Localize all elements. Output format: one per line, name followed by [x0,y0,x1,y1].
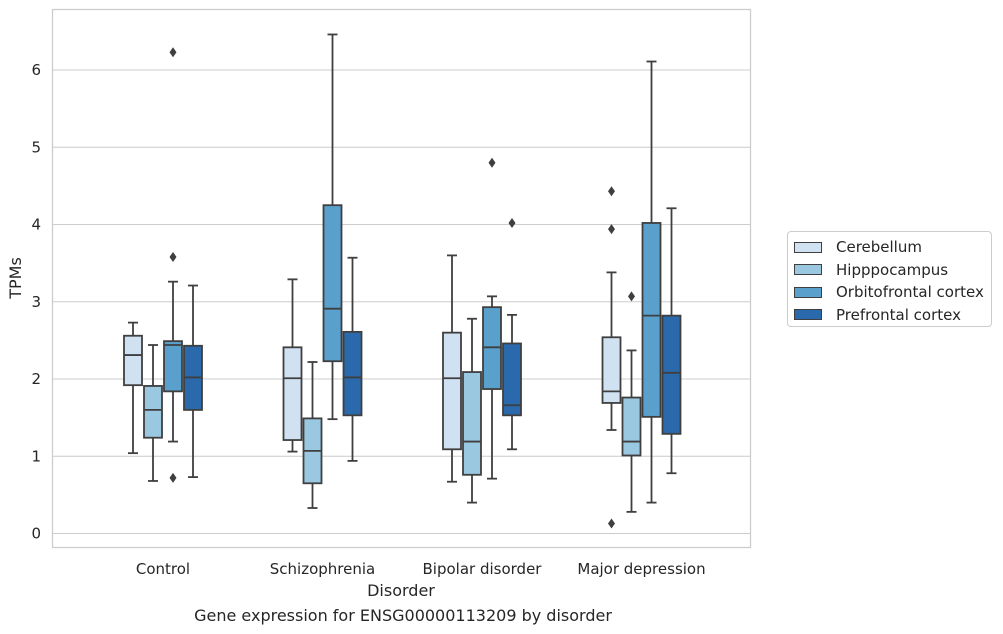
x-tick-label: Major depression [577,560,705,578]
box-cerebellum-bipolar-disorder [442,254,462,483]
chart-title: Gene expression for ENSG00000113209 by d… [194,606,612,625]
legend-label: Cerebellum [836,238,922,257]
box-cerebellum-schizophrenia [282,278,303,453]
box-iqr [621,396,642,457]
y-tick-label: 3 [31,293,41,311]
box-iqr [442,331,462,451]
box-iqr [322,204,343,363]
legend-item: Orbitofrontal cortex [794,281,991,304]
y-tick-label: 6 [31,61,41,79]
box-iqr [342,330,363,417]
box-prefrontal-cortex-bipolar-disorder [502,217,522,451]
box-cerebellum-control [123,321,143,455]
outlier-point [608,186,615,197]
outlier-point [169,251,177,262]
box-iqr [143,385,163,439]
outlier-point [488,157,496,168]
x-tick-label: Schizophrenia [270,560,375,578]
legend-label: Hipppocampus [836,260,949,279]
legend-label: Orbitofrontal cortex [836,283,984,302]
box-prefrontal-cortex-major-depression [661,207,682,475]
box-orbitofrontal-cortex-control [163,47,183,483]
x-tick-label: Bipolar disorder [423,560,543,578]
outlier-point [169,47,177,58]
x-tick-label: Control [136,560,190,578]
box-iqr [502,342,522,417]
legend-item: Hipppocampus [794,259,991,282]
legend-swatch [794,241,822,253]
box-hipppocampus-major-depression [621,291,642,513]
y-tick-label: 2 [31,370,41,388]
outlier-point [608,224,615,235]
x-tick-labels: Control Schizophrenia Bipolar disorder Majo… [136,560,706,578]
box-iqr [123,334,143,387]
box-iqr [282,346,303,441]
box-iqr [462,371,482,476]
y-tick-labels: 0 1 2 3 4 5 6 [31,61,41,543]
legend-item: Cerebellum [794,236,991,259]
box-cerebellum-major-depression [601,186,622,529]
legend-swatch [794,264,822,276]
legend-swatch [794,286,822,298]
box-orbitofrontal-cortex-major-depression [641,60,662,504]
box-prefrontal-cortex-schizophrenia [342,256,363,462]
box-orbitofrontal-cortex-bipolar-disorder [482,157,502,480]
x-axis-label: Disorder [367,581,435,600]
legend-label: Prefrontal cortex [836,305,961,324]
box-prefrontal-cortex-control [183,284,203,479]
box-hipppocampus-bipolar-disorder [462,317,482,504]
outlier-point [508,217,516,228]
legend-swatch [794,309,822,321]
legend-item: Prefrontal cortex [794,304,991,327]
box-hipppocampus-control [143,344,163,482]
y-tick-label: 0 [31,525,41,543]
legend: Cerebellum Hipppocampus Orbitofrontal cort… [787,231,992,327]
plot-area-frame [51,8,752,549]
box-plots [123,33,682,529]
box-orbitofrontal-cortex-schizophrenia [322,33,343,421]
box-iqr [661,314,682,435]
y-axis-label: TPMs [6,257,25,300]
y-tick-label: 4 [31,216,41,234]
outlier-point [169,472,177,483]
box-iqr [601,336,622,404]
y-tick-label: 1 [31,447,41,465]
y-tick-label: 5 [31,138,41,156]
outlier-point [628,291,635,302]
outlier-point [608,518,615,529]
box-iqr [163,340,183,393]
box-hipppocampus-schizophrenia [302,361,323,509]
box-iqr [641,222,662,418]
